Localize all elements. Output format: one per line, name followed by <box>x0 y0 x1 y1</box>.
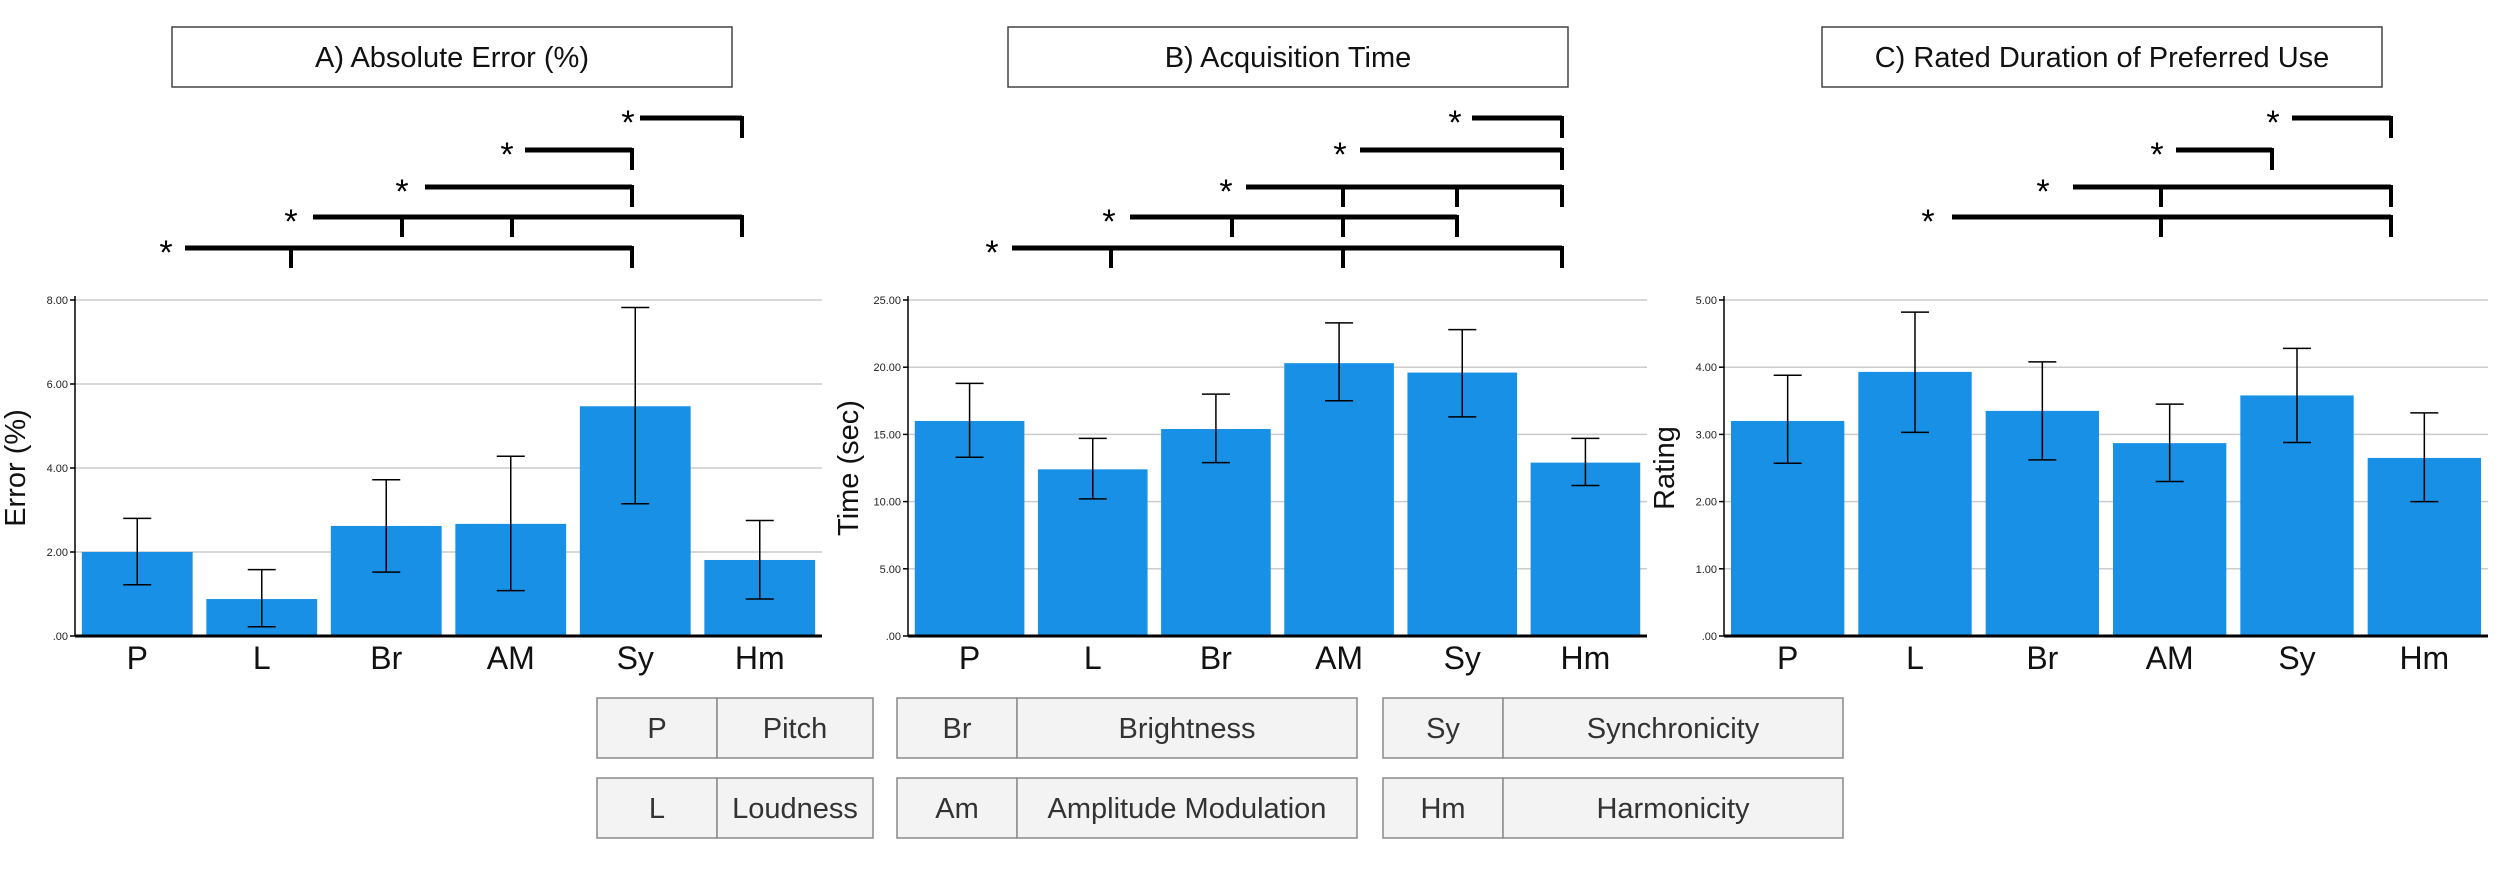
significance-marker: * <box>395 173 408 211</box>
significance-marker: * <box>1333 136 1346 174</box>
significance-marker: * <box>2266 104 2279 142</box>
x-tick-label: Br <box>1200 640 1232 676</box>
x-tick-label: Sy <box>2278 640 2315 676</box>
x-tick-label: AM <box>1315 640 1363 676</box>
legend-abbr: P <box>647 713 666 745</box>
y-axis-label: Error (%) <box>0 409 32 527</box>
y-tick-label: 5.00 <box>1696 295 1717 307</box>
significance-marker: * <box>1448 104 1461 142</box>
significance-marker: * <box>2150 136 2163 174</box>
legend-name: Pitch <box>763 713 827 745</box>
y-tick-label: 3.00 <box>1696 429 1717 441</box>
legend-abbr-cell <box>896 697 1018 759</box>
significance-marker: * <box>1921 203 1934 241</box>
legend-abbr: Br <box>943 713 972 745</box>
chart-title: B) Acquisition Time <box>1165 42 1412 74</box>
significance-marker: * <box>621 104 634 142</box>
significance-marker: * <box>500 136 513 174</box>
legend-abbr: Hm <box>1420 793 1465 825</box>
legend-abbr: Am <box>935 793 979 825</box>
chart-panel-3: C) Rated Duration of Preferred Use * * * * .0… <box>1649 26 2488 676</box>
x-tick-label: Br <box>2026 640 2058 676</box>
x-tick-label: Br <box>370 640 402 676</box>
chart-panel-1: A) Absolute Error (%) * * * * * .00 2.00 4.00 6.0… <box>0 26 822 676</box>
legend-name: Brightness <box>1118 713 1255 745</box>
y-tick-label: .00 <box>53 631 68 643</box>
bar-AM <box>1284 363 1394 636</box>
legend-name: Harmonicity <box>1596 793 1750 825</box>
legend-name: Loudness <box>732 793 858 825</box>
y-tick-label: 1.00 <box>1696 564 1717 576</box>
y-tick-label: 4.00 <box>1696 362 1717 374</box>
y-tick-label: 15.00 <box>873 429 901 441</box>
legend-abbr: L <box>649 793 665 825</box>
legend-row: P Pitch <box>596 697 874 759</box>
y-tick-label: 20.00 <box>873 362 901 374</box>
y-tick-label: 2.00 <box>47 547 68 559</box>
x-tick-label: P <box>1777 640 1798 676</box>
legend-name: Synchronicity <box>1587 713 1760 745</box>
legend-name-cell <box>716 697 874 759</box>
legend-name-cell <box>1502 777 1844 839</box>
chart-title: A) Absolute Error (%) <box>315 42 589 74</box>
legend-row: Am Amplitude Modulation <box>896 777 1358 839</box>
legend-abbr-cell <box>596 777 718 839</box>
chart-panel-2: B) Acquisition Time * * * * * .00 5.00 10.00 15.0… <box>833 26 1647 676</box>
legend-row: L Loudness <box>596 777 874 839</box>
y-tick-label: 25.00 <box>873 295 901 307</box>
significance-marker: * <box>284 203 297 241</box>
x-tick-label: L <box>1906 640 1924 676</box>
significance-marker: * <box>985 234 998 272</box>
x-tick-label: AM <box>487 640 535 676</box>
x-tick-label: Sy <box>1444 640 1481 676</box>
chart-title-box <box>171 26 733 88</box>
chart-title-box <box>1007 26 1569 88</box>
bar-Hm <box>1530 462 1641 636</box>
x-tick-label: Hm <box>1561 640 1611 676</box>
bar-Br <box>1161 429 1271 636</box>
legend-name-cell <box>716 777 874 839</box>
x-tick-label: L <box>253 640 271 676</box>
chart-title: C) Rated Duration of Preferred Use <box>1875 42 2330 74</box>
y-axis-label: Rating <box>1649 426 1681 510</box>
legend-abbr: Sy <box>1426 713 1460 745</box>
x-tick-label: P <box>127 640 148 676</box>
y-tick-label: 6.00 <box>47 379 68 391</box>
legend-name-cell <box>1502 697 1844 759</box>
significance-marker: * <box>1102 203 1115 241</box>
significance-marker: * <box>1219 173 1232 211</box>
x-tick-label: Sy <box>617 640 654 676</box>
significance-marker: * <box>2036 173 2049 211</box>
y-axis-label: Time (sec) <box>833 400 865 536</box>
legend-abbr-cell <box>1382 697 1504 759</box>
y-tick-label: 2.00 <box>1696 497 1717 509</box>
x-tick-label: Hm <box>2399 640 2449 676</box>
legend-row: Br Brightness <box>896 697 1358 759</box>
y-tick-label: .00 <box>1702 631 1717 643</box>
x-tick-label: L <box>1084 640 1102 676</box>
legend-row: Sy Synchronicity <box>1382 697 1844 759</box>
legend-name-cell <box>1016 697 1358 759</box>
significance-marker: * <box>159 234 172 272</box>
legend-abbr-cell <box>596 697 718 759</box>
legend-name: Amplitude Modulation <box>1048 793 1327 825</box>
legend-abbr-cell <box>1382 777 1504 839</box>
x-tick-label: P <box>959 640 980 676</box>
y-tick-label: 5.00 <box>880 564 901 576</box>
chart-title-box <box>1821 26 2383 88</box>
legend-table: P Pitch L Loudness Br Brightness Am Amplitude M… <box>596 697 1844 839</box>
y-tick-label: .00 <box>886 631 901 643</box>
x-tick-label: AM <box>2146 640 2194 676</box>
y-tick-label: 4.00 <box>47 463 68 475</box>
legend-name-cell <box>1016 777 1358 839</box>
y-tick-label: 10.00 <box>873 497 901 509</box>
y-tick-label: 8.00 <box>47 295 68 307</box>
x-tick-label: Hm <box>735 640 785 676</box>
legend-row: Hm Harmonicity <box>1382 777 1844 839</box>
